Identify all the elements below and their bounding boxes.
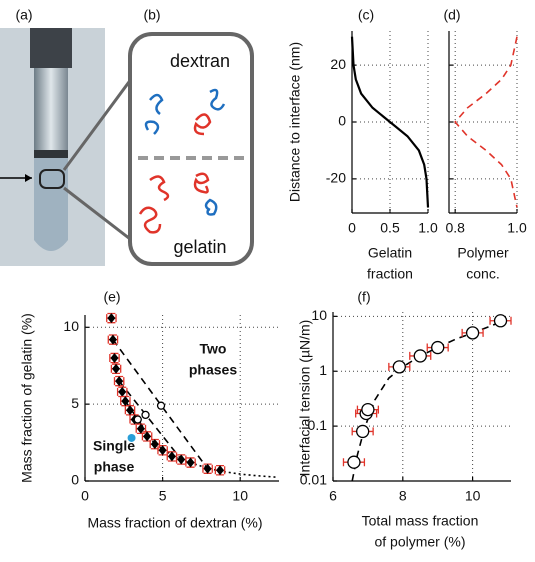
x-tick-label: 6 <box>329 488 337 504</box>
point <box>112 363 121 374</box>
x-tick-label: 10 <box>232 488 248 504</box>
point <box>216 465 225 476</box>
point <box>158 445 167 456</box>
point <box>118 386 127 397</box>
x-axis-title: of polymer (%) <box>374 534 465 550</box>
point <box>110 353 119 364</box>
panel-label: (a) <box>15 7 32 23</box>
point <box>107 313 116 324</box>
panel-label: (d) <box>443 7 460 23</box>
curve <box>454 36 518 208</box>
x-tick-label: 0.8 <box>445 220 465 236</box>
y-axis-title: Mass fraction of gelatin (%) <box>19 313 35 483</box>
point <box>465 326 480 340</box>
point <box>493 314 508 328</box>
x-tick-label: 5 <box>159 488 167 504</box>
y-tick-label: 10 <box>63 318 79 334</box>
point <box>167 451 176 462</box>
point <box>115 376 124 387</box>
point <box>347 455 361 469</box>
x-axis-title: Total mass fraction <box>362 513 479 529</box>
x-axis-title: conc. <box>466 266 499 282</box>
y-tick-label: 1 <box>319 362 327 378</box>
point <box>392 360 406 374</box>
point <box>356 424 370 439</box>
panel-label: (f) <box>357 289 370 305</box>
curve <box>112 339 209 470</box>
tube-photo <box>0 28 105 266</box>
point <box>136 423 145 434</box>
point <box>361 402 375 417</box>
y-tick-label: 10 <box>311 307 327 323</box>
y-tick-label: 5 <box>71 395 79 411</box>
point <box>156 401 166 410</box>
y-tick-label: 0.1 <box>308 417 328 433</box>
panel-label: (c) <box>358 7 374 23</box>
point <box>127 433 136 442</box>
point <box>413 349 427 363</box>
x-tick-label: 1.0 <box>507 220 527 236</box>
y-axis-title: Distance to interface (nm) <box>287 42 303 202</box>
schematic: dextran gelatin <box>62 32 254 266</box>
x-axis-title: Polymer <box>457 245 509 261</box>
point <box>143 431 152 442</box>
x-axis-title: Gelatin <box>368 245 412 261</box>
annotation: phase <box>94 459 135 475</box>
x-tick-label: 8 <box>399 488 407 504</box>
x-tick-label: 0 <box>348 220 356 236</box>
x-tick-label: 1.0 <box>418 220 438 236</box>
y-axis-title: Interfacial tension (µN/m) <box>297 320 313 477</box>
point <box>141 410 150 420</box>
panel-label: (e) <box>103 289 120 305</box>
x-tick-label: 0.5 <box>380 220 400 236</box>
x-axis-title: fraction <box>367 266 413 282</box>
x-tick-label: 0 <box>81 488 89 504</box>
curve <box>351 320 505 482</box>
curve <box>350 36 430 208</box>
panel-label: (b) <box>143 7 160 23</box>
annotation: phases <box>189 362 237 378</box>
x-tick-label: 10 <box>465 488 481 504</box>
y-tick-label: 20 <box>330 56 346 72</box>
y-tick-label: 0 <box>71 472 79 488</box>
y-tick-label: 0.01 <box>300 472 327 488</box>
curve <box>118 380 182 460</box>
y-tick-label: 0 <box>338 113 346 129</box>
point <box>133 415 142 424</box>
point <box>431 340 445 355</box>
gelatin-label: gelatin <box>173 237 226 257</box>
point <box>108 334 117 345</box>
point <box>203 463 212 474</box>
y-tick-label: -20 <box>326 170 346 186</box>
x-axis-title: Mass fraction of dextran (%) <box>87 515 262 531</box>
point <box>121 396 130 407</box>
point <box>186 457 195 468</box>
point <box>150 439 159 450</box>
annotation: Two <box>200 341 227 357</box>
dextran-label: dextran <box>170 51 230 71</box>
point <box>126 405 135 416</box>
point <box>177 454 186 465</box>
annotation: Single <box>93 438 135 454</box>
